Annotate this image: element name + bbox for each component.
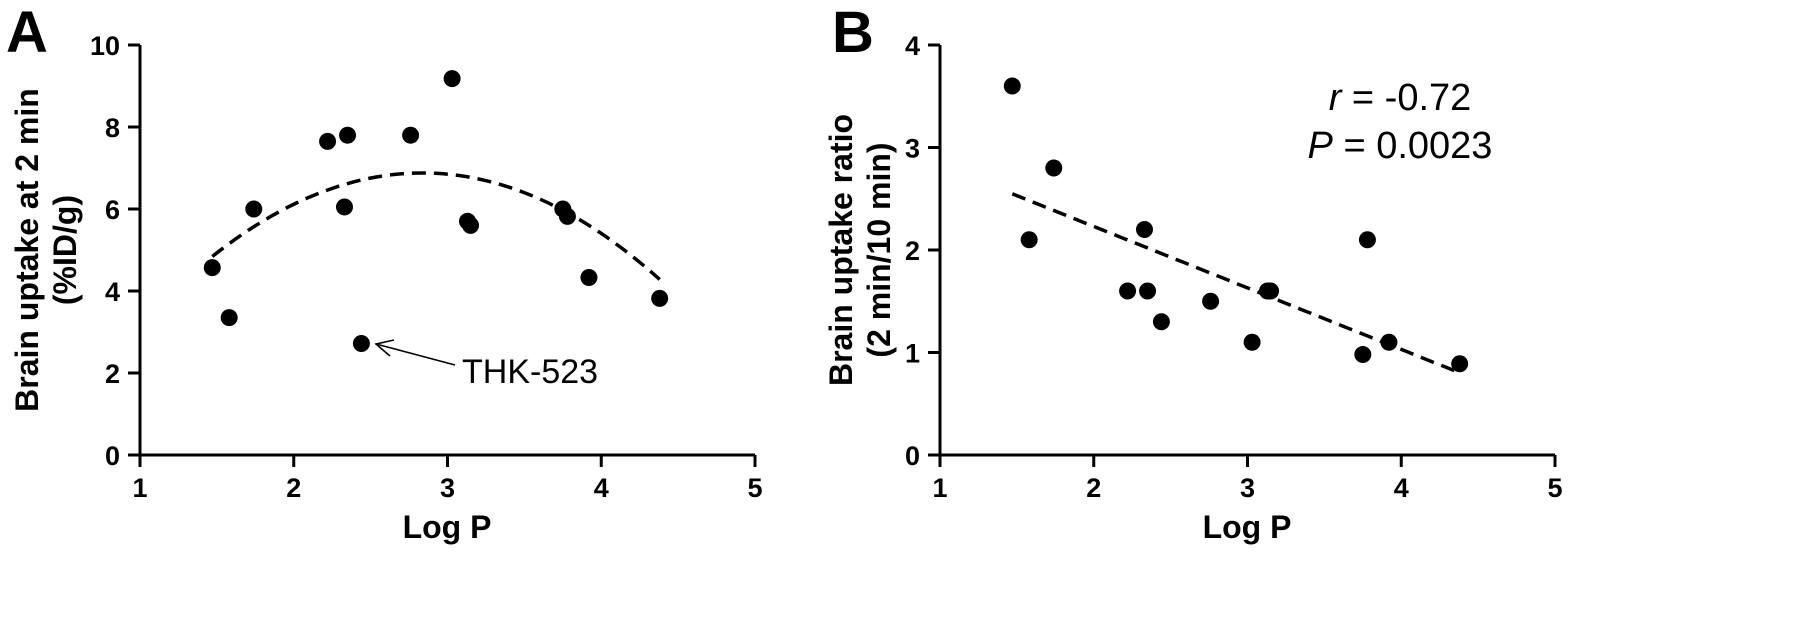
panel-a-points: [203, 70, 669, 352]
panel-a-ticks: 1 2 3 4 5 0 2 4 6 8 10: [90, 31, 763, 503]
panel-b-points: [1003, 77, 1469, 373]
panel-b-y-tick-label: 2: [905, 236, 920, 266]
correlation-p-text: P = 0.0023: [1308, 125, 1493, 167]
panel-b-data-point: [1139, 282, 1157, 300]
p-symbol: P: [1308, 125, 1334, 167]
panel-label-b: B: [832, 0, 874, 65]
panel-a-y-tick-label: 6: [105, 195, 120, 225]
panel-a-data-point: [220, 309, 238, 327]
panel-a-data-point: [580, 268, 598, 286]
panel-b-y-tick-label: 3: [905, 134, 920, 164]
panel-a-data-point: [245, 200, 263, 218]
panel-b-x-tick-label: 5: [1547, 473, 1562, 503]
panel-b-data-point: [1003, 77, 1021, 95]
panel-b-x-tick-label: 3: [1240, 473, 1255, 503]
panel-a-fit-curve: [211, 171, 661, 281]
panel-b-x-tick-label: 2: [1086, 473, 1101, 503]
p-value: = 0.0023: [1333, 125, 1493, 167]
panel-label-a: A: [6, 0, 48, 65]
panel-b-data-point: [1358, 231, 1376, 249]
panel-a-data-point: [203, 259, 221, 277]
panel-b-data-point: [1380, 333, 1398, 351]
panel-a-x-tick-label: 2: [286, 473, 301, 503]
panel-a: A 1 2 3 4 5 0 2 4 6 8 10 Log P Brain uptake at 2 m…: [6, 0, 763, 545]
panel-a-data-point: [558, 207, 576, 225]
panel-b-y-axis-title-line1: Brain uptake ratio: [823, 114, 859, 386]
panel-a-data-point: [402, 126, 420, 144]
panel-b-y-tick-label: 0: [905, 441, 920, 471]
panel-b-data-point: [1135, 221, 1153, 238]
panel-a-x-tick-label: 4: [594, 473, 609, 503]
panel-a-data-point: [339, 126, 357, 144]
panel-b-y-tick-label: 4: [905, 31, 920, 61]
panel-b-x-axis-title: Log P: [1203, 509, 1292, 545]
thk-523-arrowhead: [374, 339, 395, 357]
panel-a-y-axis-title-line2: (%ID/g): [47, 195, 83, 305]
panel-a-data-point: [443, 70, 461, 88]
panel-a-x-tick-label: 1: [132, 473, 147, 503]
panel-b-y-axis-title-line2: (2 min/10 min): [861, 142, 897, 357]
panel-a-data-point: [335, 198, 353, 216]
panel-b-data-point: [1045, 159, 1063, 177]
panel-a-y-tick-label: 0: [105, 441, 120, 471]
panel-a-data-point: [319, 132, 337, 150]
panel-a-x-tick-label: 5: [747, 473, 762, 503]
panel-a-y-tick-label: 8: [105, 113, 120, 143]
panel-a-y-tick-label: 4: [105, 277, 120, 307]
correlation-r-text: r = -0.72: [1329, 77, 1472, 119]
panel-a-data-point: [352, 334, 370, 352]
panel-b-data-point: [1243, 333, 1261, 351]
thk-523-arrow-line: [375, 343, 456, 366]
panel-b-data-point: [1202, 292, 1220, 310]
r-symbol: r: [1329, 77, 1343, 119]
panel-a-y-axis-title-line1: Brain uptake at 2 min: [9, 88, 45, 412]
panel-b-data-point: [1262, 282, 1280, 300]
panel-b-data-point: [1020, 231, 1038, 249]
panel-b-x-tick-label: 4: [1394, 473, 1409, 503]
panel-a-x-tick-label: 3: [440, 473, 455, 503]
panel-b-y-tick-label: 1: [905, 339, 920, 369]
r-value: = -0.72: [1341, 77, 1471, 119]
panel-a-x-axis-title: Log P: [403, 509, 492, 545]
panel-b-data-point: [1152, 313, 1170, 331]
panel-a-data-point: [651, 289, 669, 307]
panel-a-data-point: [462, 216, 480, 234]
panel-a-y-tick-label: 2: [105, 359, 120, 389]
panel-b-data-point: [1451, 355, 1469, 373]
panel-b-x-tick-label: 1: [932, 473, 947, 503]
panel-b-data-point: [1354, 346, 1372, 364]
thk-523-label: THK-523: [462, 353, 598, 391]
panel-b-data-point: [1119, 282, 1137, 300]
panel-a-y-tick-label: 10: [90, 31, 120, 61]
